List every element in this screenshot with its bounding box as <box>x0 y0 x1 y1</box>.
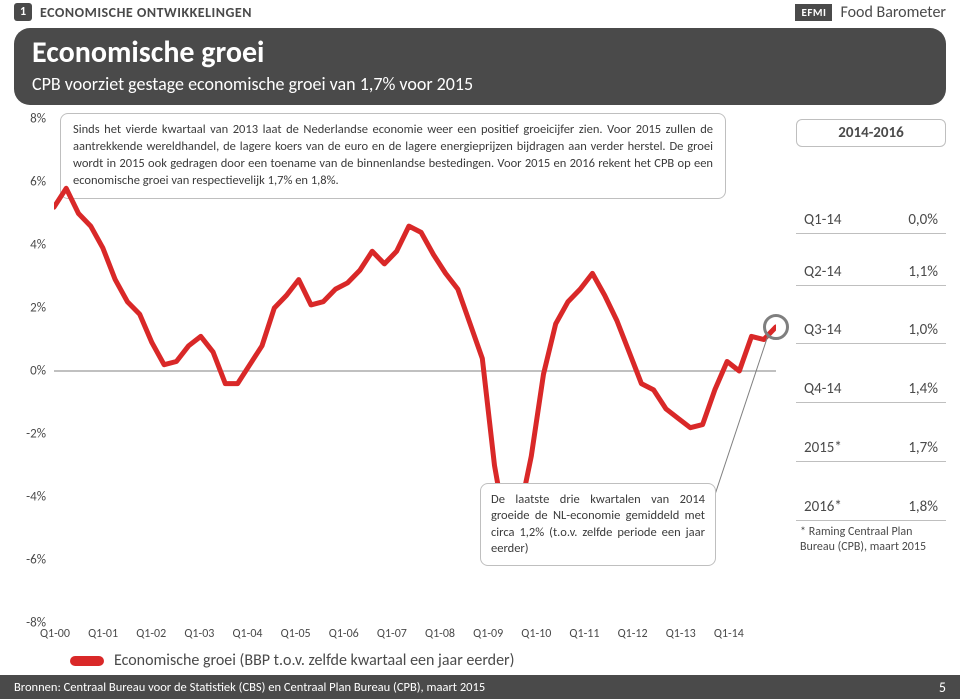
y-tick-label: 8% <box>30 112 46 127</box>
brand-text: Food Barometer <box>840 3 946 22</box>
x-tick-label: Q1-04 <box>232 627 262 641</box>
side-row-value: 1,0% <box>908 321 938 339</box>
side-table-note: * Raming Centraal Plan Bureau (CPB), maa… <box>796 521 946 555</box>
side-table-row: 2015* 1,7% <box>796 427 946 462</box>
section-header: 1 ECONOMISCHE ONTWIKKELINGEN EFMI Food B… <box>0 0 960 24</box>
y-tick-label: -4% <box>26 490 46 505</box>
x-tick-label: Q1-09 <box>473 627 503 641</box>
page-subtitle: CPB voorziet gestage economische groei v… <box>32 73 928 95</box>
section-number-badge: 1 <box>14 3 32 21</box>
side-row-value: 1,7% <box>908 439 938 457</box>
x-tick-label: Q1-14 <box>714 627 744 641</box>
side-row-label: Q2-14 <box>804 263 842 281</box>
footer-sources: Bronnen: Centraal Bureau voor de Statist… <box>14 680 485 695</box>
side-data-table: 2014-2016 Q1-14 0,0% Q2-14 1,1% Q3-14 1,0% Q4-… <box>796 119 946 555</box>
side-row-value: 0,0% <box>908 211 938 229</box>
side-row-value: 1,8% <box>908 498 938 516</box>
side-row-label: 2016* <box>804 498 842 516</box>
x-tick-label: Q1-07 <box>377 627 407 641</box>
chart-x-axis: Q1-00Q1-01Q1-02Q1-03Q1-04Q1-05Q1-06Q1-07… <box>54 627 776 643</box>
side-row-label: Q1-14 <box>804 211 842 229</box>
x-tick-label: Q1-02 <box>136 627 166 641</box>
section-title: ECONOMISCHE ONTWIKKELINGEN <box>40 4 252 21</box>
y-tick-label: -2% <box>26 427 46 442</box>
side-table-header: 2014-2016 <box>796 119 946 147</box>
brand-logo-box: EFMI <box>795 4 832 21</box>
x-tick-label: Q1-00 <box>40 627 70 641</box>
callout-box: De laatste drie kwartalen van 2014 groei… <box>480 483 716 566</box>
x-tick-label: Q1-10 <box>521 627 551 641</box>
x-tick-label: Q1-05 <box>281 627 311 641</box>
brand: EFMI Food Barometer <box>795 3 946 22</box>
title-block: Economische groei CPB voorziet gestage e… <box>14 28 946 105</box>
x-tick-label: Q1-03 <box>184 627 214 641</box>
side-table-row: Q4-14 1,4% <box>796 368 946 403</box>
main-content: 8%6%4%2%0%-2%-4%-6%-8% Sinds het vierde … <box>14 119 946 675</box>
y-tick-label: 6% <box>30 175 46 190</box>
x-tick-label: Q1-01 <box>88 627 118 641</box>
x-tick-label: Q1-06 <box>329 627 359 641</box>
x-tick-label: Q1-11 <box>569 627 599 641</box>
x-tick-label: Q1-12 <box>618 627 648 641</box>
footer-bar: Bronnen: Centraal Bureau voor de Statist… <box>0 675 960 699</box>
x-tick-label: Q1-13 <box>666 627 696 641</box>
chart-y-axis: 8%6%4%2%0%-2%-4%-6%-8% <box>14 119 50 623</box>
page-title: Economische groei <box>32 34 928 71</box>
side-table-row: 2016* 1,8% <box>796 486 946 521</box>
legend-swatch <box>70 656 104 666</box>
side-row-label: 2015* <box>804 439 842 457</box>
chart-legend: Economische groei (BBP t.o.v. zelfde kwa… <box>70 651 514 670</box>
side-table-row: Q3-14 1,0% <box>796 309 946 344</box>
x-tick-label: Q1-08 <box>425 627 455 641</box>
page-number: 5 <box>939 679 946 696</box>
y-tick-label: -6% <box>26 553 46 568</box>
side-row-value: 1,4% <box>908 380 938 398</box>
side-row-label: Q3-14 <box>804 321 842 339</box>
side-table-row: Q1-14 0,0% <box>796 199 946 234</box>
side-row-label: Q4-14 <box>804 380 842 398</box>
legend-label: Economische groei (BBP t.o.v. zelfde kwa… <box>114 651 514 670</box>
y-tick-label: 2% <box>30 301 46 316</box>
side-table-row: Q2-14 1,1% <box>796 251 946 286</box>
y-tick-label: 0% <box>30 364 46 379</box>
y-tick-label: 4% <box>30 238 46 253</box>
side-row-value: 1,1% <box>908 263 938 281</box>
